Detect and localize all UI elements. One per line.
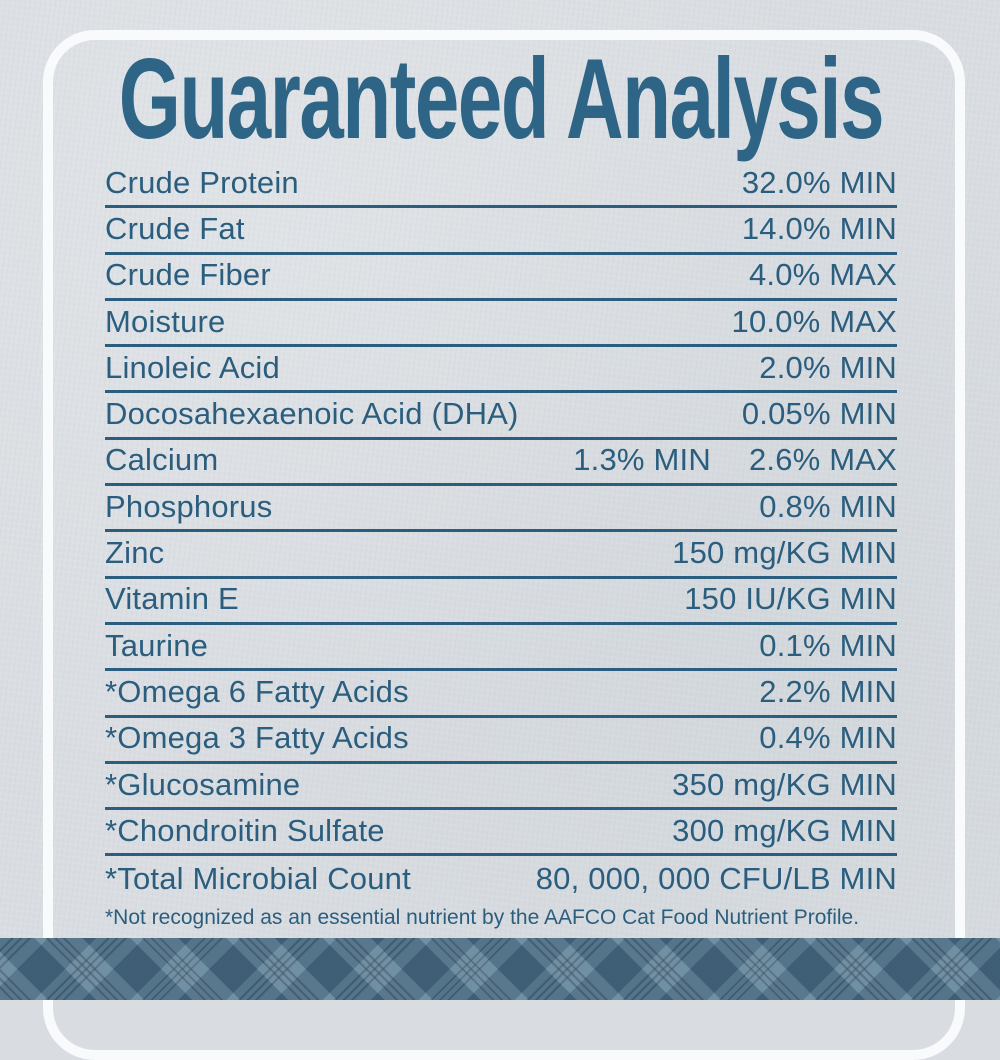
page-title: Guaranteed Analysis — [118, 36, 885, 164]
row-value: 4.0% MAX — [748, 257, 897, 293]
table-row: *Glucosamine 350 mg/KG MIN — [105, 764, 897, 811]
row-value: 0.1% MIN — [759, 627, 897, 663]
row-values: 0.4% MIN — [759, 720, 897, 756]
row-values: 0.1% MIN — [759, 628, 897, 664]
row-values: 32.0% MIN — [742, 165, 897, 201]
row-name: *Total Microbial Count — [105, 860, 411, 896]
label-content: Guaranteed Analysis Crude Protein 32.0% … — [105, 36, 897, 930]
row-value: 32.0% MIN — [741, 164, 897, 200]
row-value: 300 mg/KG MIN — [672, 812, 897, 848]
table-row: Calcium 1.3% MIN 2.6% MAX — [105, 440, 897, 487]
row-value: 150 mg/KG MIN — [672, 535, 897, 571]
row-name: *Glucosamine — [105, 766, 301, 802]
row-name: Crude Fiber — [105, 257, 271, 293]
row-values: 1.3% MIN 2.6% MAX — [573, 442, 897, 478]
row-name: Calcium — [105, 442, 219, 478]
row-values: 150 mg/KG MIN — [672, 535, 897, 571]
row-values: 0.8% MIN — [759, 489, 897, 525]
table-row: Crude Fat 14.0% MIN — [105, 208, 897, 255]
table-row: Taurine 0.1% MIN — [105, 625, 897, 672]
row-name: Zinc — [105, 535, 165, 571]
row-name: Docosahexaenoic Acid (DHA) — [105, 396, 519, 432]
row-values: 350 mg/KG MIN — [672, 767, 897, 803]
table-row: *Omega 6 Fatty Acids 2.2% MIN — [105, 671, 897, 718]
row-values: 300 mg/KG MIN — [672, 813, 897, 849]
table-row: Vitamin E 150 IU/KG MIN — [105, 579, 897, 625]
row-name: Crude Fat — [105, 210, 245, 246]
row-name: Linoleic Acid — [105, 349, 280, 385]
row-values: 14.0% MIN — [742, 211, 897, 247]
row-values: 80, 000, 000 CFU/LB MIN — [536, 861, 897, 897]
row-name: *Chondroitin Sulfate — [105, 812, 385, 848]
table-row: *Chondroitin Sulfate 300 mg/KG MIN — [105, 810, 897, 857]
row-value: 0.4% MIN — [759, 720, 897, 756]
row-value: 80, 000, 000 CFU/LB MIN — [535, 860, 897, 896]
row-values: 4.0% MAX — [749, 257, 897, 293]
row-value: 150 IU/KG MIN — [684, 581, 897, 617]
table-row: Crude Protein 32.0% MIN — [105, 162, 897, 209]
row-value: 0.05% MIN — [741, 396, 897, 432]
table-row: Crude Fiber 4.0% MAX — [105, 255, 897, 301]
row-value: 0.8% MIN — [759, 488, 897, 524]
row-values: 150 IU/KG MIN — [684, 581, 897, 617]
title-wrap: Guaranteed Analysis — [105, 36, 897, 164]
table-row: Zinc 150 mg/KG MIN — [105, 532, 897, 579]
table-row: *Omega 3 Fatty Acids 0.4% MIN — [105, 718, 897, 764]
analysis-table: Crude Protein 32.0% MIN Crude Fat 14.0% … — [105, 162, 897, 903]
table-row: Phosphorus 0.8% MIN — [105, 486, 897, 533]
table-row: Moisture 10.0% MAX — [105, 301, 898, 348]
plaid-border — [0, 938, 1000, 1000]
table-row: *Total Microbial Count 80, 000, 000 CFU/… — [105, 856, 897, 902]
row-value: 14.0% MIN — [741, 210, 897, 246]
row-name: *Omega 6 Fatty Acids — [105, 673, 409, 709]
row-value: 2.6% MAX — [748, 442, 897, 478]
row-name: Vitamin E — [105, 581, 239, 617]
row-values: 0.05% MIN — [742, 396, 897, 432]
row-value: 2.2% MIN — [759, 673, 897, 709]
row-values: 2.2% MIN — [759, 674, 897, 710]
table-row: Docosahexaenoic Acid (DHA) 0.05% MIN — [105, 393, 897, 440]
row-name: Moisture — [105, 303, 226, 339]
row-name: Phosphorus — [105, 488, 273, 524]
table-row: Linoleic Acid 2.0% MIN — [105, 347, 897, 394]
row-value: 350 mg/KG MIN — [672, 766, 897, 802]
row-values: 2.0% MIN — [759, 350, 897, 386]
row-name: Crude Protein — [105, 164, 299, 200]
row-values: 10.0% MAX — [732, 304, 898, 340]
row-name: Taurine — [105, 627, 209, 663]
footnote: *Not recognized as an essential nutrient… — [105, 905, 860, 929]
row-value: 2.0% MIN — [759, 349, 897, 385]
row-value: 10.0% MAX — [731, 303, 897, 339]
row-name: *Omega 3 Fatty Acids — [105, 720, 409, 756]
row-value: 1.3% MIN — [573, 442, 711, 478]
